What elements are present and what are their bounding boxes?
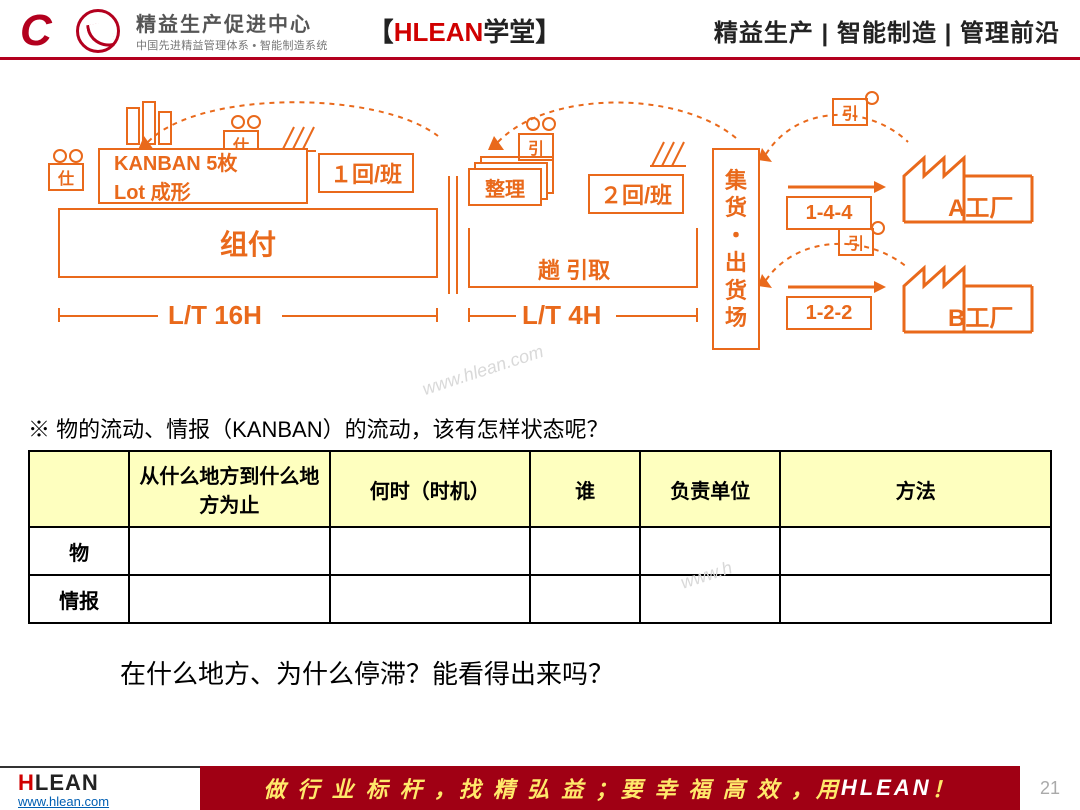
arrow-a-icon bbox=[788, 178, 888, 196]
seiri-box: 整理 bbox=[468, 168, 542, 206]
range-tick-l2 bbox=[436, 308, 438, 322]
question-1: ※ 物的流动、情报（KANBAN）的流动，该有怎样状态呢？ bbox=[28, 412, 1052, 444]
cell bbox=[780, 575, 1051, 623]
flow-table: 从什么地方到什么地方为止 何时（时机） 谁 负责单位 方法 物 情报 bbox=[28, 450, 1052, 624]
dot-pair-icon-1 bbox=[50, 146, 100, 166]
org-title: 精益生产促进中心 bbox=[136, 8, 328, 37]
footer-logo-h: H bbox=[18, 770, 35, 795]
ring-logo-icon bbox=[76, 9, 120, 53]
cell bbox=[330, 527, 530, 575]
info-curve-2-icon bbox=[488, 84, 748, 154]
cell bbox=[330, 575, 530, 623]
cell bbox=[780, 527, 1051, 575]
b-factory-label: B工厂 bbox=[948, 298, 1013, 333]
table-row: 物 bbox=[29, 527, 1051, 575]
bracket-l: 【 bbox=[368, 17, 394, 47]
shi-tag-1: 仕 bbox=[48, 163, 84, 191]
th-3: 谁 bbox=[530, 451, 640, 527]
hlean-text: HLEAN bbox=[394, 17, 484, 47]
cell bbox=[129, 575, 329, 623]
th-1: 从什么地方到什么地方为止 bbox=[129, 451, 329, 527]
slogan-c: ！ bbox=[932, 772, 957, 804]
cell bbox=[640, 575, 780, 623]
slogan-a: 做 行 业 标 杆 ，找 精 弘 益 ；要 幸 福 高 效 ，用 bbox=[263, 772, 841, 804]
header-brand: 【HLEAN学堂】 bbox=[368, 12, 562, 49]
jihuo1: 集 bbox=[725, 167, 747, 195]
th-5: 方法 bbox=[780, 451, 1051, 527]
zufu-box: 组付 bbox=[58, 208, 438, 278]
th-2: 何时（时机） bbox=[330, 451, 530, 527]
twice-shift-box: ２回/班 bbox=[588, 174, 684, 214]
page-number: 21 bbox=[1020, 766, 1080, 810]
cell bbox=[530, 527, 640, 575]
info-curve-1-icon bbox=[138, 86, 458, 156]
org-subtitle: 中国先进精益管理体系 • 智能制造系统 bbox=[136, 37, 328, 53]
footer-logo: HLEAN bbox=[18, 770, 200, 796]
code1-box: 1-4-4 bbox=[786, 196, 872, 230]
footer-slogan: 做 行 业 标 杆 ，找 精 弘 益 ；要 幸 福 高 效 ，用 HLEAN ！ bbox=[200, 766, 1020, 810]
jihuo-box: 集 货 ・ 出 货 场 bbox=[712, 148, 760, 350]
range-bar-l2 bbox=[282, 315, 438, 317]
jihuo2: 货 bbox=[725, 194, 747, 222]
conn-line-1 bbox=[448, 176, 450, 294]
cell bbox=[530, 575, 640, 623]
range-bar-r2 bbox=[616, 315, 698, 317]
kanban-line2: Lot 成形 bbox=[114, 176, 191, 205]
table-header-row: 从什么地方到什么地方为止 何时（时机） 谁 负责单位 方法 bbox=[29, 451, 1051, 527]
slogan-b: HLEAN bbox=[841, 775, 932, 801]
header: C 精益生产促进中心 中国先进精益管理体系 • 智能制造系统 【HLEAN学堂】… bbox=[0, 0, 1080, 60]
jihuo6: 场 bbox=[725, 304, 747, 332]
footer: HLEAN www.hlean.com 做 行 业 标 杆 ，找 精 弘 益 ；… bbox=[0, 766, 1080, 810]
range-bar-l1 bbox=[58, 315, 158, 317]
code2-box: 1-2-2 bbox=[786, 296, 872, 330]
once-shift-box: １回/班 bbox=[318, 153, 414, 193]
info-curve-3-icon bbox=[758, 98, 918, 168]
row2-label: 情报 bbox=[29, 575, 129, 623]
jihuo3: ・ bbox=[725, 222, 747, 250]
th-blank bbox=[29, 451, 129, 527]
kanban-box: KANBAN 5枚 Lot 成形 bbox=[98, 148, 308, 204]
footer-url[interactable]: www.hlean.com bbox=[18, 794, 200, 809]
footer-logo-rest: LEAN bbox=[35, 770, 99, 795]
jihuo4: 出 bbox=[725, 249, 747, 277]
bracket-r: 】 bbox=[535, 17, 561, 47]
lt-left-label: L/T 16H bbox=[168, 300, 262, 331]
jihuo5: 货 bbox=[725, 277, 747, 305]
range-bar-r1 bbox=[468, 315, 516, 317]
lt-right-label: L/T 4H bbox=[522, 300, 601, 331]
org-name: 精益生产促进中心 中国先进精益管理体系 • 智能制造系统 bbox=[136, 8, 328, 53]
header-right: 精益生产 | 智能制造 | 管理前沿 bbox=[714, 13, 1060, 48]
chao-yinqu-label: 趟 引取 bbox=[538, 253, 610, 285]
conn-line-2 bbox=[456, 176, 458, 294]
logo-area: C 精益生产促进中心 中国先进精益管理体系 • 智能制造系统 bbox=[20, 8, 328, 53]
footer-left: HLEAN www.hlean.com bbox=[0, 766, 200, 810]
row1-label: 物 bbox=[29, 527, 129, 575]
cell bbox=[129, 527, 329, 575]
c-logo-icon: C bbox=[20, 9, 70, 53]
range-tick-r2 bbox=[696, 308, 698, 322]
cell bbox=[640, 527, 780, 575]
table-row: 情报 bbox=[29, 575, 1051, 623]
xuetang-text: 学堂 bbox=[483, 17, 535, 47]
a-factory-label: A工厂 bbox=[948, 188, 1013, 223]
th-4: 负责单位 bbox=[640, 451, 780, 527]
question-2: 在什么地方、为什么停滞？能看得出来吗？ bbox=[120, 654, 1080, 691]
info-curve-4-icon bbox=[758, 228, 918, 292]
vsm-diagram: 仕 仕 KANBAN 5枚 Lot 成形 １回/班 组付 L/T 16H 引 整… bbox=[18, 78, 1062, 398]
